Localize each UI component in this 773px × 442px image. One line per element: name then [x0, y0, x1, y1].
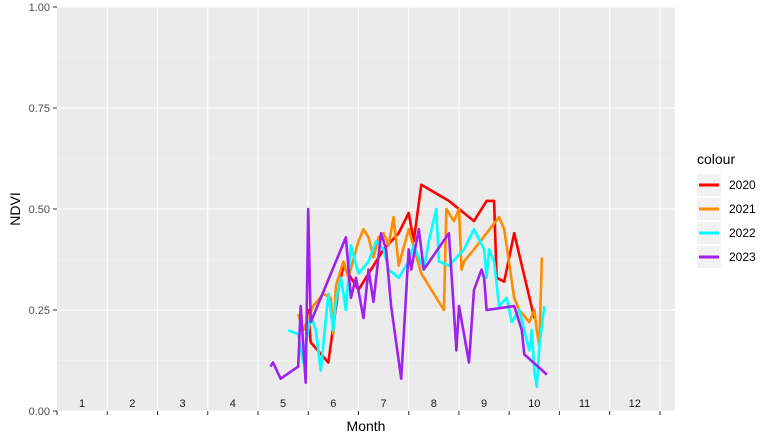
y-tick-label: 1.00 — [29, 2, 50, 14]
grid-major — [57, 6, 675, 412]
legend-label-2023: 2023 — [729, 250, 756, 264]
series-line-2021 — [296, 207, 544, 348]
month-label: 9 — [481, 398, 487, 410]
month-label: 7 — [381, 398, 387, 410]
month-label: 2 — [129, 398, 135, 410]
legend-label-2020: 2020 — [729, 178, 756, 192]
series-line-2023 — [269, 207, 548, 384]
y-axis: 0.00 0.25 0.50 0.75 1.00 — [29, 2, 57, 418]
legend-label-2022: 2022 — [729, 226, 756, 240]
month-label: 11 — [579, 398, 590, 410]
series-line-2022 — [287, 207, 546, 389]
month-label: 1 — [79, 398, 85, 410]
y-tick-label: 0.75 — [29, 103, 50, 115]
y-axis-title: NDVI — [7, 192, 23, 225]
month-label: 4 — [230, 398, 236, 410]
month-label: 6 — [330, 398, 336, 410]
month-label: 5 — [280, 398, 286, 410]
month-label: 12 — [629, 398, 641, 410]
y-tick-label: 0.25 — [29, 305, 50, 317]
month-label: 3 — [180, 398, 186, 410]
y-tick-label: 0.50 — [29, 204, 50, 216]
x-axis-title: Month — [347, 418, 386, 434]
series-line-2020 — [304, 183, 536, 364]
month-label: 8 — [431, 398, 437, 410]
x-axis — [56, 411, 661, 415]
legend: colour 2020 2021 2022 2023 — [697, 151, 756, 268]
month-labels: 1 2 3 4 5 6 7 8 9 10 11 12 — [79, 398, 641, 410]
month-label: 10 — [528, 398, 540, 410]
y-tick-label: 0.00 — [29, 406, 50, 418]
grid-minor — [57, 57, 675, 361]
series-lines — [269, 183, 548, 389]
legend-title: colour — [697, 151, 735, 167]
legend-label-2021: 2021 — [729, 202, 756, 216]
